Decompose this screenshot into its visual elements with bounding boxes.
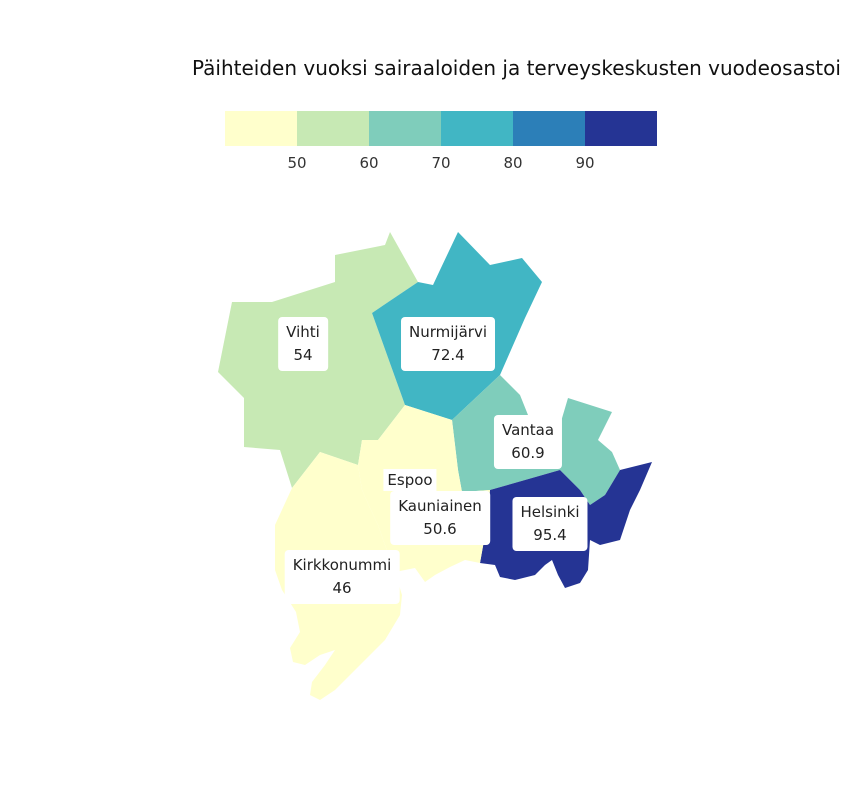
legend-swatch-3 (369, 111, 441, 146)
label-vantaa: Vantaa 60.9 (493, 415, 563, 469)
legend-swatch-6 (585, 111, 657, 146)
label-kauniainen-value: 50.6 (423, 520, 457, 538)
legend-swatch-2 (297, 111, 369, 146)
color-legend: 50 60 70 80 90 (225, 111, 657, 172)
label-helsinki-name: Helsinki (520, 503, 580, 521)
label-vihti-name: Vihti (286, 323, 320, 341)
legend-swatch-1 (225, 111, 297, 146)
legend-tick-50: 50 (287, 154, 307, 172)
label-espoo: Espoo (383, 469, 437, 491)
label-helsinki: Helsinki 95.4 (512, 497, 588, 551)
label-kirkkonummi-value: 46 (332, 579, 352, 597)
map-title: Päihteiden vuoksi sairaaloiden ja tervey… (192, 56, 841, 80)
legend-swatch-4 (441, 111, 513, 146)
label-vihti-value: 54 (293, 346, 313, 364)
label-nurmijarvi-value: 72.4 (431, 346, 465, 364)
label-kirkkonummi-name: Kirkkonummi (292, 556, 392, 574)
label-nurmijarvi-name: Nurmijärvi (409, 323, 487, 341)
label-kauniainen-name: Kauniainen (398, 497, 482, 515)
legend-tick-80: 80 (503, 154, 523, 172)
label-kauniainen: Kauniainen 50.6 (390, 491, 490, 545)
label-kirkkonummi: Kirkkonummi 46 (284, 550, 400, 604)
label-vihti: Vihti 54 (278, 317, 328, 371)
label-vantaa-name: Vantaa (501, 421, 555, 439)
label-helsinki-value: 95.4 (533, 526, 567, 544)
legend-tick-70: 70 (431, 154, 451, 172)
label-vantaa-value: 60.9 (511, 444, 545, 462)
label-nurmijarvi: Nurmijärvi 72.4 (401, 317, 495, 371)
legend-tick-60: 60 (359, 154, 379, 172)
legend-tick-90: 90 (575, 154, 595, 172)
legend-swatch-5 (513, 111, 585, 146)
